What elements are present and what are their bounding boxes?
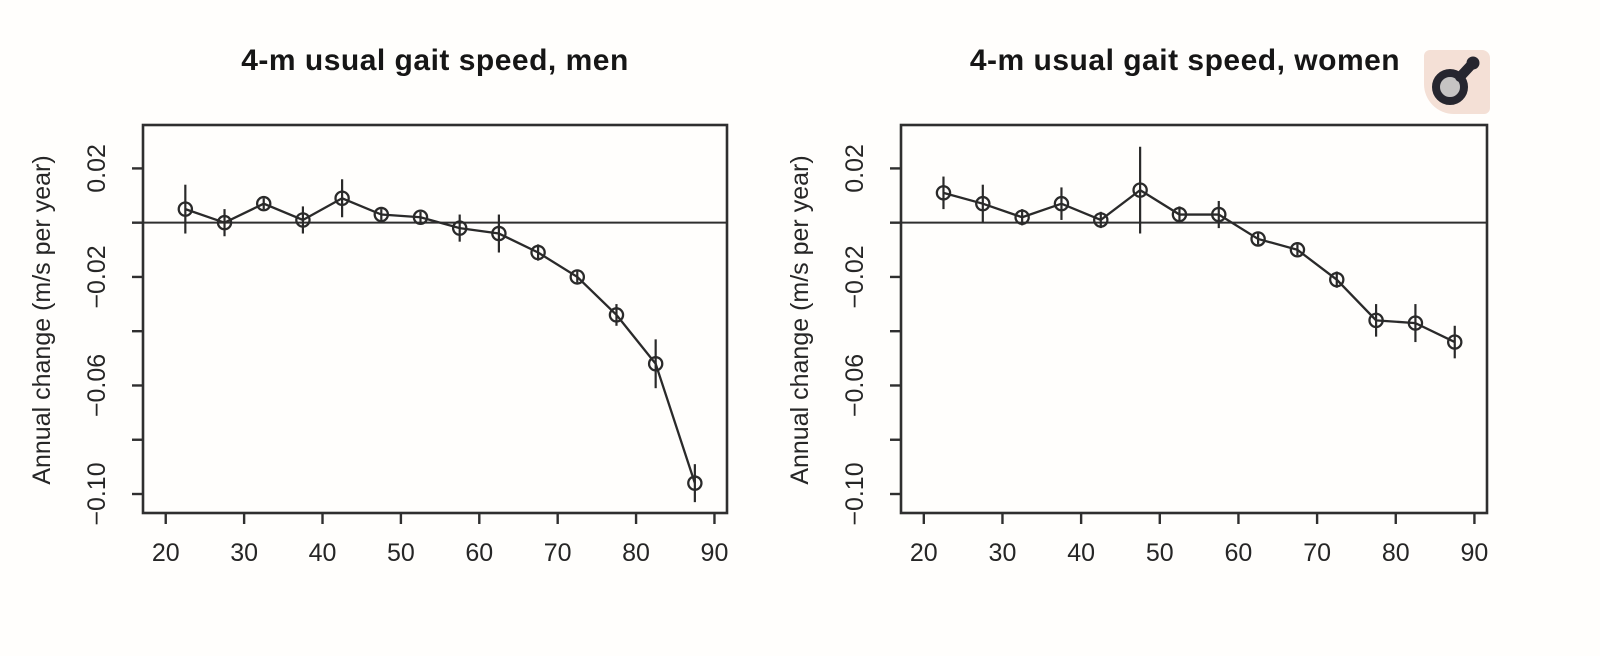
data-point-marker bbox=[935, 185, 952, 201]
data-point-marker bbox=[569, 269, 586, 285]
gait-chart-men: 20 30 40 50 60 70 80 90 0.02 −0.02 −0.06 −0.10 bbox=[83, 123, 729, 567]
data-point-marker bbox=[1211, 206, 1227, 223]
data-point-marker bbox=[687, 475, 703, 491]
data-point-marker bbox=[1014, 209, 1030, 226]
x-tick-label: 40 bbox=[309, 539, 337, 567]
data-point-marker bbox=[1289, 242, 1306, 258]
x-tick-label: 30 bbox=[989, 539, 1017, 567]
data-point-marker bbox=[334, 190, 350, 207]
x-tick-label: 50 bbox=[387, 539, 415, 567]
y-tick-label: 0.02 bbox=[83, 144, 111, 193]
x-tick-label: 50 bbox=[1146, 539, 1174, 567]
chart-title-women: 4-m usual gait speed, women bbox=[969, 44, 1401, 77]
x-tick-label: 80 bbox=[1382, 539, 1410, 567]
data-point-marker bbox=[1171, 206, 1188, 223]
gait-chart-women: 20 30 40 50 60 70 80 90 0.02 −0.02 −0.06 −0.10 bbox=[841, 123, 1489, 567]
x-tick-label: 90 bbox=[1461, 539, 1489, 567]
data-point-marker bbox=[177, 201, 194, 217]
data-point-marker bbox=[412, 209, 429, 226]
data-point-marker bbox=[1053, 195, 1070, 212]
male-symbol-icon bbox=[1424, 50, 1490, 114]
y-tick-label: 0.02 bbox=[841, 144, 869, 193]
data-point-marker bbox=[255, 195, 272, 212]
y-tick-label: −0.02 bbox=[83, 245, 111, 308]
x-tick-label: 60 bbox=[465, 539, 493, 567]
data-point-marker bbox=[975, 195, 991, 212]
data-point-marker bbox=[295, 212, 311, 228]
plot-box bbox=[141, 123, 729, 515]
data-point-marker bbox=[491, 225, 507, 242]
x-tick-label: 40 bbox=[1067, 539, 1095, 567]
x-tick-label: 80 bbox=[622, 539, 650, 567]
data-point-marker bbox=[1250, 231, 1266, 247]
data-point-marker bbox=[1368, 312, 1384, 329]
x-tick-label: 70 bbox=[1303, 539, 1331, 567]
y-tick-label: −0.06 bbox=[83, 354, 111, 417]
data-point-marker bbox=[608, 307, 625, 323]
data-line bbox=[184, 196, 696, 484]
x-tick-label: 20 bbox=[152, 539, 180, 567]
data-point-marker bbox=[647, 356, 664, 372]
male-symbol-glyph bbox=[1432, 56, 1480, 105]
data-point-marker bbox=[1447, 334, 1463, 350]
data-point-marker bbox=[530, 244, 546, 261]
data-point-marker bbox=[1132, 182, 1148, 198]
y-tick-label: −0.10 bbox=[841, 462, 869, 525]
data-point-marker bbox=[373, 206, 390, 223]
plot-box bbox=[899, 123, 1489, 515]
data-point-marker bbox=[216, 214, 233, 231]
y-tick-label: −0.10 bbox=[83, 462, 111, 525]
x-tick-label: 70 bbox=[544, 539, 572, 567]
chart-title-men: 4-m usual gait speed, men bbox=[241, 44, 629, 77]
x-tick-label: 30 bbox=[230, 539, 258, 567]
data-point-marker bbox=[1329, 271, 1345, 288]
data-point-marker bbox=[1407, 315, 1424, 331]
y-tick-label: −0.02 bbox=[841, 245, 869, 308]
data-point-marker bbox=[1093, 212, 1109, 228]
data-point-marker bbox=[451, 220, 468, 236]
y-tick-label: −0.06 bbox=[841, 354, 869, 417]
x-tick-label: 90 bbox=[701, 539, 729, 567]
data-line bbox=[943, 188, 1456, 344]
x-tick-label: 60 bbox=[1225, 539, 1253, 567]
x-tick-label: 20 bbox=[910, 539, 938, 567]
